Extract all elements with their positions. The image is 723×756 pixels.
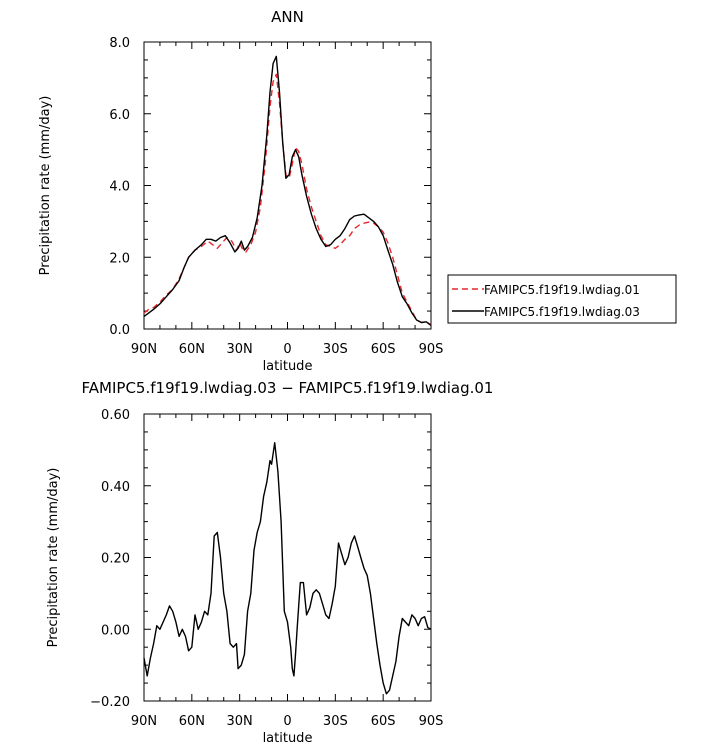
chart-2-frame xyxy=(143,413,432,702)
chart-1-y-tick-label: 8.0 xyxy=(109,36,130,51)
chart-1-y-tick-label: 0.0 xyxy=(109,323,130,338)
chart-2-y-tick-label: 0.40 xyxy=(101,480,130,495)
chart-2-y-tick-label: 0.20 xyxy=(101,552,130,567)
chart-1-frame xyxy=(143,41,432,330)
chart-1-x-tick-label: 90S xyxy=(419,342,444,357)
chart-1-x-tick-label: 60N xyxy=(179,342,205,357)
chart-1-y-axis-label: Precipitation rate (mm/day) xyxy=(38,96,53,276)
chart-2-y-tick-label: 0.00 xyxy=(101,623,130,638)
chart-1-x-tick-label: 60S xyxy=(371,342,396,357)
chart-1-y-tick-label: 4.0 xyxy=(109,180,130,195)
chart-1-series-line-1 xyxy=(143,73,432,326)
chart-2-y-axis-label: Precipitation rate (mm/day) xyxy=(46,468,61,648)
chart-2-y-tick-label: −0.20 xyxy=(90,695,130,710)
chart-1-y-tick-label: 2.0 xyxy=(109,251,130,266)
chart-1-x-tick-label: 0 xyxy=(283,342,291,357)
legend-box xyxy=(447,274,677,324)
chart-2-x-tick-label: 90S xyxy=(419,714,444,729)
chart-2-x-tick-label: 30N xyxy=(227,714,253,729)
legend-label-1: FAMIPC5.f19f19.lwdiag.01 xyxy=(484,283,640,297)
chart-2-series-line-1 xyxy=(143,442,432,695)
chart-1-x-tick-label: 30N xyxy=(227,342,253,357)
legend-label-2: FAMIPC5.f19f19.lwdiag.03 xyxy=(484,305,640,319)
chart-2-x-tick-label: 0 xyxy=(283,714,291,729)
chart-2-x-tick-label: 60S xyxy=(371,714,396,729)
chart-2-x-tick-label: 30S xyxy=(323,714,348,729)
chart-1-x-axis-label: latitude xyxy=(263,359,313,374)
chart-1-x-tick-label: 30S xyxy=(323,342,348,357)
chart-1-title: ANN xyxy=(271,8,304,26)
chart-2-x-axis-label: latitude xyxy=(263,731,313,746)
chart-2-x-tick-label: 60N xyxy=(179,714,205,729)
chart-2-x-tick-label: 90N xyxy=(131,714,157,729)
chart-2-title: FAMIPC5.f19f19.lwdiag.03 − FAMIPC5.f19f1… xyxy=(82,379,494,397)
chart-1-y-tick-label: 6.0 xyxy=(109,108,130,123)
chart-1-x-tick-label: 90N xyxy=(131,342,157,357)
chart-1-series-line-2 xyxy=(143,55,432,326)
chart-2-y-tick-label: 0.60 xyxy=(101,408,130,423)
